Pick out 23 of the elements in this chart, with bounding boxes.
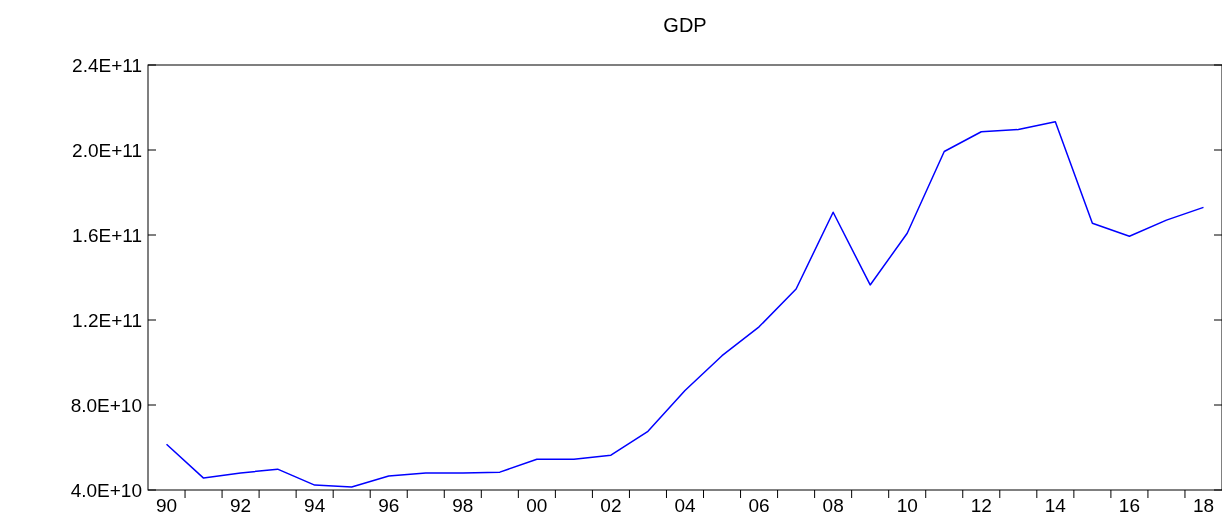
x-tick-label: 08 xyxy=(822,495,844,516)
x-tick-label: 06 xyxy=(748,495,770,516)
y-tick-label: 1.2E+11 xyxy=(72,309,142,331)
chart-title: GDP xyxy=(663,14,707,36)
x-tick-label: 14 xyxy=(1044,495,1067,516)
x-tick-label: 90 xyxy=(155,495,178,516)
x-tick-label: 18 xyxy=(1192,495,1215,516)
line-series xyxy=(165,120,1205,488)
y-tick-label: 2.4E+11 xyxy=(72,54,142,76)
x-tick-label: 04 xyxy=(674,495,696,516)
x-tick-label: 12 xyxy=(970,495,992,516)
x-tick-label: 94 xyxy=(304,495,326,516)
y-tick-label: 2.0E+11 xyxy=(72,139,142,161)
y-tick-label: 4.0E+10 xyxy=(70,479,142,501)
x-tick-label: 96 xyxy=(378,495,400,516)
x-tick-label: 10 xyxy=(896,495,918,516)
x-tick-label: 98 xyxy=(452,495,474,516)
x-tick-label: 02 xyxy=(600,495,622,516)
x-tick-label: 92 xyxy=(230,495,252,516)
y-tick-label: 8.0E+10 xyxy=(70,394,142,416)
y-tick-label: 1.6E+11 xyxy=(72,224,142,246)
x-tick-label: 00 xyxy=(526,495,548,516)
x-tick-label: 16 xyxy=(1118,495,1140,516)
